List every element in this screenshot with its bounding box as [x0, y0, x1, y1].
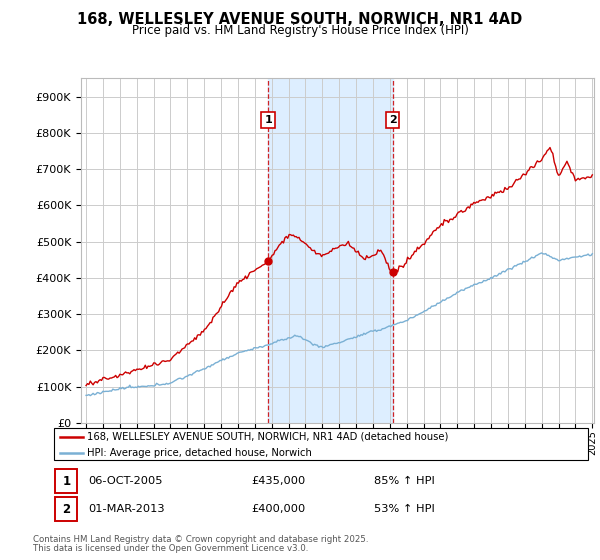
- Text: HPI: Average price, detached house, Norwich: HPI: Average price, detached house, Norw…: [87, 448, 312, 458]
- Text: 168, WELLESLEY AVENUE SOUTH, NORWICH, NR1 4AD (detached house): 168, WELLESLEY AVENUE SOUTH, NORWICH, NR…: [87, 432, 448, 442]
- Text: 2: 2: [62, 502, 70, 516]
- Text: Price paid vs. HM Land Registry's House Price Index (HPI): Price paid vs. HM Land Registry's House …: [131, 24, 469, 36]
- Text: 1: 1: [62, 474, 70, 488]
- Bar: [55, 469, 77, 493]
- Text: 06-OCT-2005: 06-OCT-2005: [89, 476, 163, 486]
- Text: 2: 2: [389, 115, 397, 125]
- Bar: [268, 78, 392, 423]
- Text: This data is licensed under the Open Government Licence v3.0.: This data is licensed under the Open Gov…: [33, 544, 308, 553]
- Text: 1: 1: [264, 115, 272, 125]
- Text: £400,000: £400,000: [251, 504, 306, 514]
- Text: £435,000: £435,000: [251, 476, 306, 486]
- Text: 01-MAR-2013: 01-MAR-2013: [89, 504, 166, 514]
- Text: 85% ↑ HPI: 85% ↑ HPI: [374, 476, 435, 486]
- Text: 53% ↑ HPI: 53% ↑ HPI: [374, 504, 435, 514]
- Bar: [55, 497, 77, 521]
- Text: 168, WELLESLEY AVENUE SOUTH, NORWICH, NR1 4AD: 168, WELLESLEY AVENUE SOUTH, NORWICH, NR…: [77, 12, 523, 27]
- Text: Contains HM Land Registry data © Crown copyright and database right 2025.: Contains HM Land Registry data © Crown c…: [33, 535, 368, 544]
